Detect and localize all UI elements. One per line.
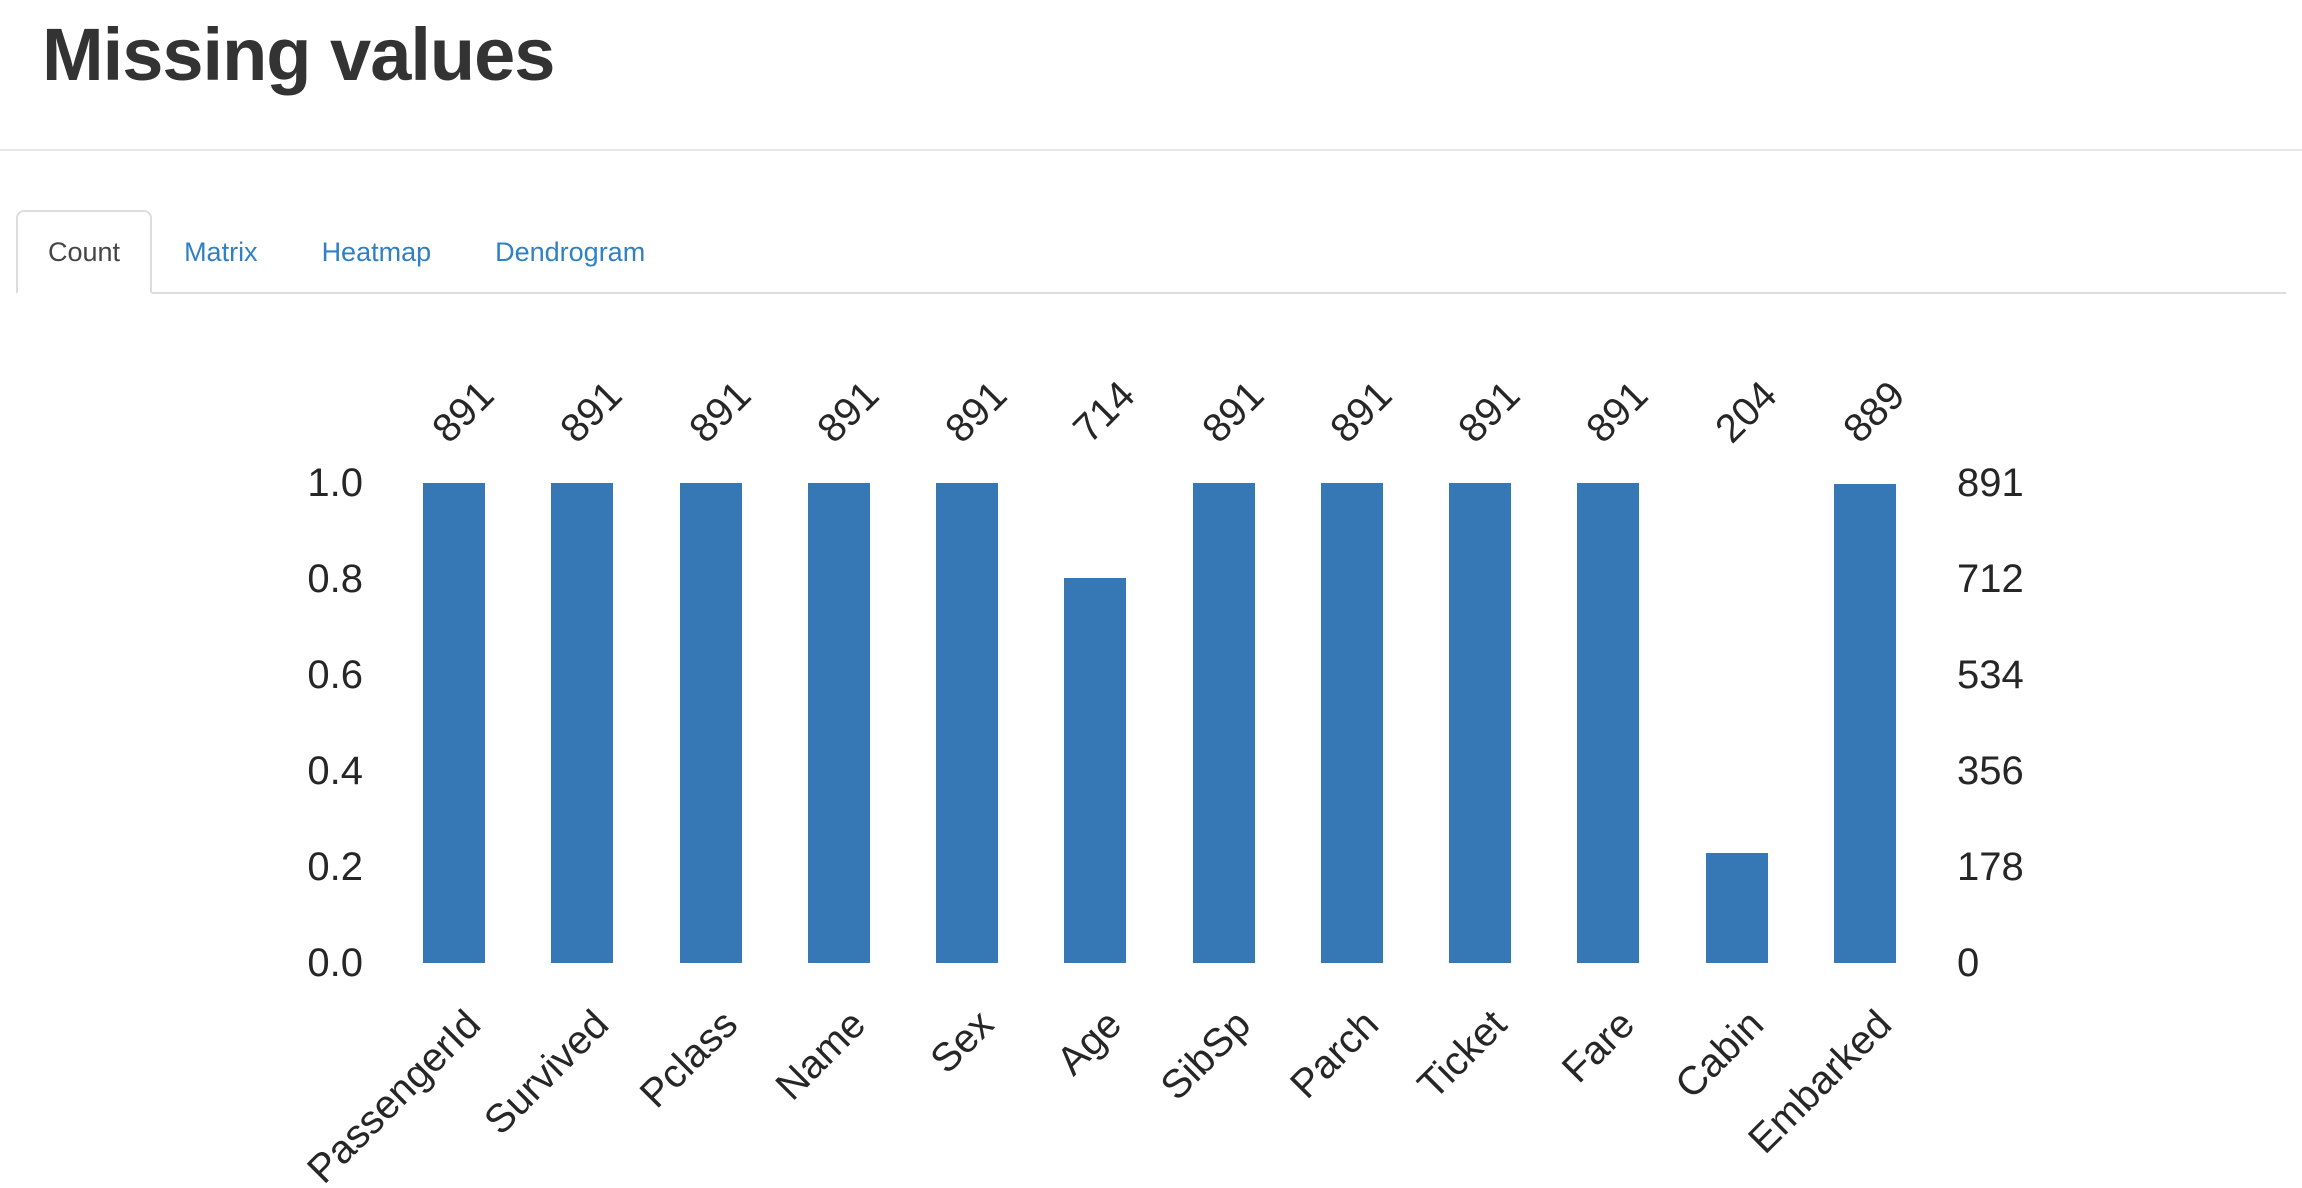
bar-value-label: 889 (1835, 372, 1914, 452)
bar-age (1064, 578, 1127, 963)
y-axis-tick-left: 0.4 (307, 749, 363, 793)
tab-matrix[interactable]: Matrix (184, 236, 258, 267)
bar-value-label: 891 (552, 372, 631, 452)
bar-value-label: 891 (1193, 372, 1273, 452)
header-divider (0, 149, 2302, 151)
bar-value-label: 891 (809, 372, 888, 452)
bar-parch (1320, 483, 1383, 963)
bar-value-label: 891 (680, 372, 760, 452)
bar-value-label: 891 (1450, 372, 1529, 452)
y-axis-tick-left: 0.2 (307, 845, 363, 889)
y-axis-tick-right: 356 (1957, 749, 2024, 793)
bar-value-label: 891 (937, 372, 1016, 452)
y-axis-tick-right: 0 (1957, 941, 1980, 985)
bar-survived (551, 483, 614, 963)
bar-value-label: 891 (1322, 372, 1401, 452)
page-title: Missing values (42, 13, 555, 96)
bar-cabin (1705, 853, 1768, 963)
tab-heatmap[interactable]: Heatmap (321, 236, 432, 267)
bar-value-label: 891 (1578, 372, 1657, 452)
y-axis-tick-left: 1.0 (307, 461, 363, 505)
bar-sex (936, 483, 999, 963)
bar-pclass (679, 483, 742, 963)
y-axis-tick-right: 712 (1957, 557, 2024, 601)
y-axis-tick-right: 178 (1957, 845, 2024, 889)
bar-name (807, 483, 870, 963)
bar-sibsp (1192, 483, 1255, 963)
bar-passengerid (423, 483, 486, 963)
y-axis-tick-left: 0.6 (307, 653, 363, 697)
y-axis-tick-right: 891 (1957, 461, 2024, 505)
y-axis-tick-left: 0.8 (307, 557, 363, 601)
bar-value-label: 204 (1706, 372, 1786, 452)
bar-value-label: 891 (424, 372, 503, 452)
bar-ticket (1449, 483, 1512, 963)
bar-fare (1577, 483, 1640, 963)
bar-value-label: 714 (1065, 372, 1144, 452)
bar-embarked (1833, 484, 1896, 963)
tab-dendrogram[interactable]: Dendrogram (495, 236, 646, 267)
tab-bar: Count Matrix Heatmap Dendrogram (16, 210, 2286, 294)
tab-count[interactable]: Count (16, 210, 153, 294)
y-axis-tick-right: 534 (1957, 653, 2024, 697)
y-axis-tick-left: 0.0 (307, 941, 363, 985)
